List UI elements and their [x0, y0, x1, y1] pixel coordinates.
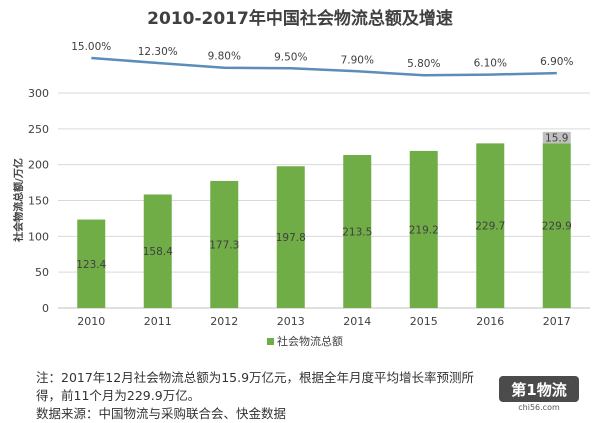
x-axis-ticks: 2010 2011 2012 2013 2014 2015 2016 2017 — [77, 315, 571, 328]
chi56-logo: 第1物流 chi56.com — [499, 376, 579, 412]
y-tick-label: 50 — [35, 266, 49, 279]
growth-label: 5.80% — [407, 58, 440, 70]
bar-value-label: 213.5 — [342, 226, 372, 238]
bar-2016 — [476, 143, 505, 308]
y-tick-label: 150 — [28, 195, 49, 208]
bar-value-label: 158.4 — [143, 246, 173, 258]
y-tick-label: 250 — [28, 123, 49, 136]
y-tick-label: 100 — [28, 230, 49, 243]
x-tick-label: 2014 — [343, 315, 371, 328]
growth-label: 6.10% — [474, 58, 507, 70]
bar-labels: 123.4 158.4 177.3 197.8 213.5 219.2 229.7 229.9… — [76, 133, 572, 271]
y-tick-label: 300 — [28, 87, 49, 100]
legend-label: 社会物流总额 — [277, 334, 343, 348]
bar-value-label: 197.8 — [276, 232, 306, 244]
x-tick-label: 2015 — [410, 315, 438, 328]
stack-top-label: 15.9 — [545, 133, 568, 145]
chart-title: 2010-2017年中国社会物流总额及增速 — [147, 8, 453, 29]
x-tick-label: 2012 — [210, 315, 238, 328]
growth-label: 12.30% — [138, 46, 178, 58]
bar-2012 — [210, 180, 239, 308]
growth-line: 15.00% 12.30% 9.80% 9.50% 7.90% 5.80% 6.10% 6.9… — [71, 41, 573, 77]
bar-2015 — [409, 150, 438, 308]
bar-2014 — [343, 154, 372, 308]
y-tick-label: 200 — [28, 159, 49, 172]
footnote: 注：2017年12月社会物流总额为15.9万亿元，根据全年月度平均增长率预测所 … — [36, 369, 506, 423]
svg-text:chi56.com: chi56.com — [518, 403, 560, 412]
bar-stack-top-2017 — [542, 131, 571, 144]
x-tick-label: 2011 — [144, 315, 172, 328]
x-tick-label: 2010 — [77, 315, 105, 328]
bars — [77, 131, 571, 308]
bar-2010 — [77, 219, 106, 308]
growth-label: 15.00% — [71, 41, 111, 53]
y-axis-label: 社会物流总额/万亿 — [12, 158, 25, 243]
source-line: 数据来源：中国物流与采购联合会、快金数据 — [36, 406, 287, 421]
bar-2011 — [143, 194, 172, 308]
note-line-1: 注：2017年12月社会物流总额为15.9万亿元，根据全年月度平均增长率预测所 — [36, 370, 475, 385]
growth-label: 9.50% — [274, 51, 307, 63]
bar-2013 — [276, 166, 305, 308]
svg-text:第1物流: 第1物流 — [511, 381, 566, 399]
note-line-2: 得，前11个月为229.9万亿。 — [36, 388, 201, 403]
bar-2017 — [542, 143, 571, 308]
bar-value-label: 177.3 — [209, 239, 239, 251]
x-tick-label: 2016 — [476, 315, 504, 328]
x-tick-label: 2013 — [277, 315, 305, 328]
x-tick-label: 2017 — [543, 315, 571, 328]
y-axis-ticks: 0 50 100 150 200 250 300 — [28, 87, 49, 315]
growth-label: 7.90% — [341, 54, 374, 66]
bar-value-label: 123.4 — [76, 259, 106, 271]
bar-value-label: 229.9 — [542, 221, 572, 233]
growth-label: 9.80% — [208, 51, 241, 63]
legend: 社会物流总额 — [267, 334, 343, 348]
growth-polyline — [91, 56, 557, 77]
growth-label: 6.90% — [540, 56, 573, 68]
legend-swatch — [267, 338, 274, 345]
y-tick-label: 0 — [42, 302, 49, 315]
gridlines — [58, 92, 590, 309]
bar-value-label: 229.7 — [475, 221, 505, 233]
bar-value-label: 219.2 — [409, 224, 439, 236]
